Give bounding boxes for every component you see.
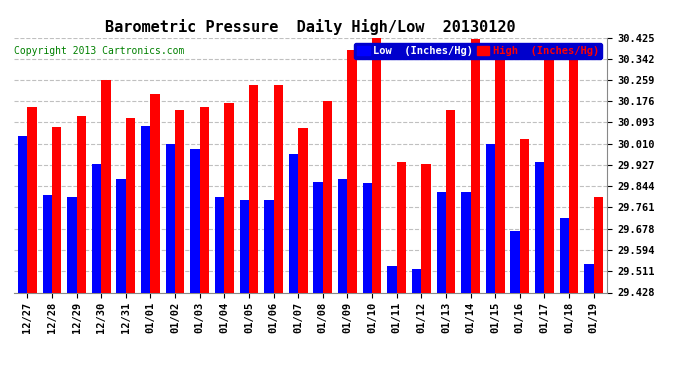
Bar	[101, 80, 110, 292]
Bar	[412, 269, 422, 292]
Bar	[471, 39, 480, 292]
Bar	[52, 127, 61, 292]
Bar	[239, 200, 249, 292]
Bar	[461, 192, 471, 292]
Bar	[199, 106, 209, 292]
Bar	[28, 106, 37, 292]
Bar	[387, 266, 397, 292]
Bar	[486, 144, 495, 292]
Bar	[92, 164, 101, 292]
Bar	[249, 85, 258, 292]
Bar	[289, 154, 298, 292]
Bar	[511, 231, 520, 292]
Bar	[446, 110, 455, 292]
Bar	[560, 218, 569, 292]
Bar	[175, 110, 184, 292]
Bar	[43, 195, 52, 292]
Bar	[397, 162, 406, 292]
Bar	[224, 103, 234, 292]
Bar	[535, 162, 544, 292]
Bar	[363, 183, 372, 292]
Bar	[190, 149, 199, 292]
Bar	[348, 50, 357, 292]
Bar	[372, 36, 382, 292]
Bar	[544, 53, 554, 292]
Legend: Low  (Inches/Hg), High  (Inches/Hg): Low (Inches/Hg), High (Inches/Hg)	[354, 43, 602, 59]
Bar	[77, 116, 86, 292]
Bar	[422, 164, 431, 292]
Bar	[273, 85, 283, 292]
Bar	[264, 200, 273, 292]
Bar	[117, 180, 126, 292]
Text: Copyright 2013 Cartronics.com: Copyright 2013 Cartronics.com	[14, 46, 184, 56]
Bar	[313, 182, 323, 292]
Bar	[298, 128, 308, 292]
Bar	[584, 264, 593, 292]
Bar	[18, 136, 28, 292]
Bar	[323, 102, 332, 292]
Bar	[338, 180, 348, 292]
Bar	[437, 192, 446, 292]
Bar	[593, 197, 603, 292]
Bar	[166, 144, 175, 292]
Bar	[126, 118, 135, 292]
Bar	[495, 53, 504, 292]
Bar	[569, 56, 578, 292]
Bar	[150, 94, 160, 292]
Bar	[520, 138, 529, 292]
Bar	[67, 197, 77, 292]
Bar	[141, 126, 150, 292]
Title: Barometric Pressure  Daily High/Low  20130120: Barometric Pressure Daily High/Low 20130…	[105, 19, 516, 35]
Bar	[215, 197, 224, 292]
